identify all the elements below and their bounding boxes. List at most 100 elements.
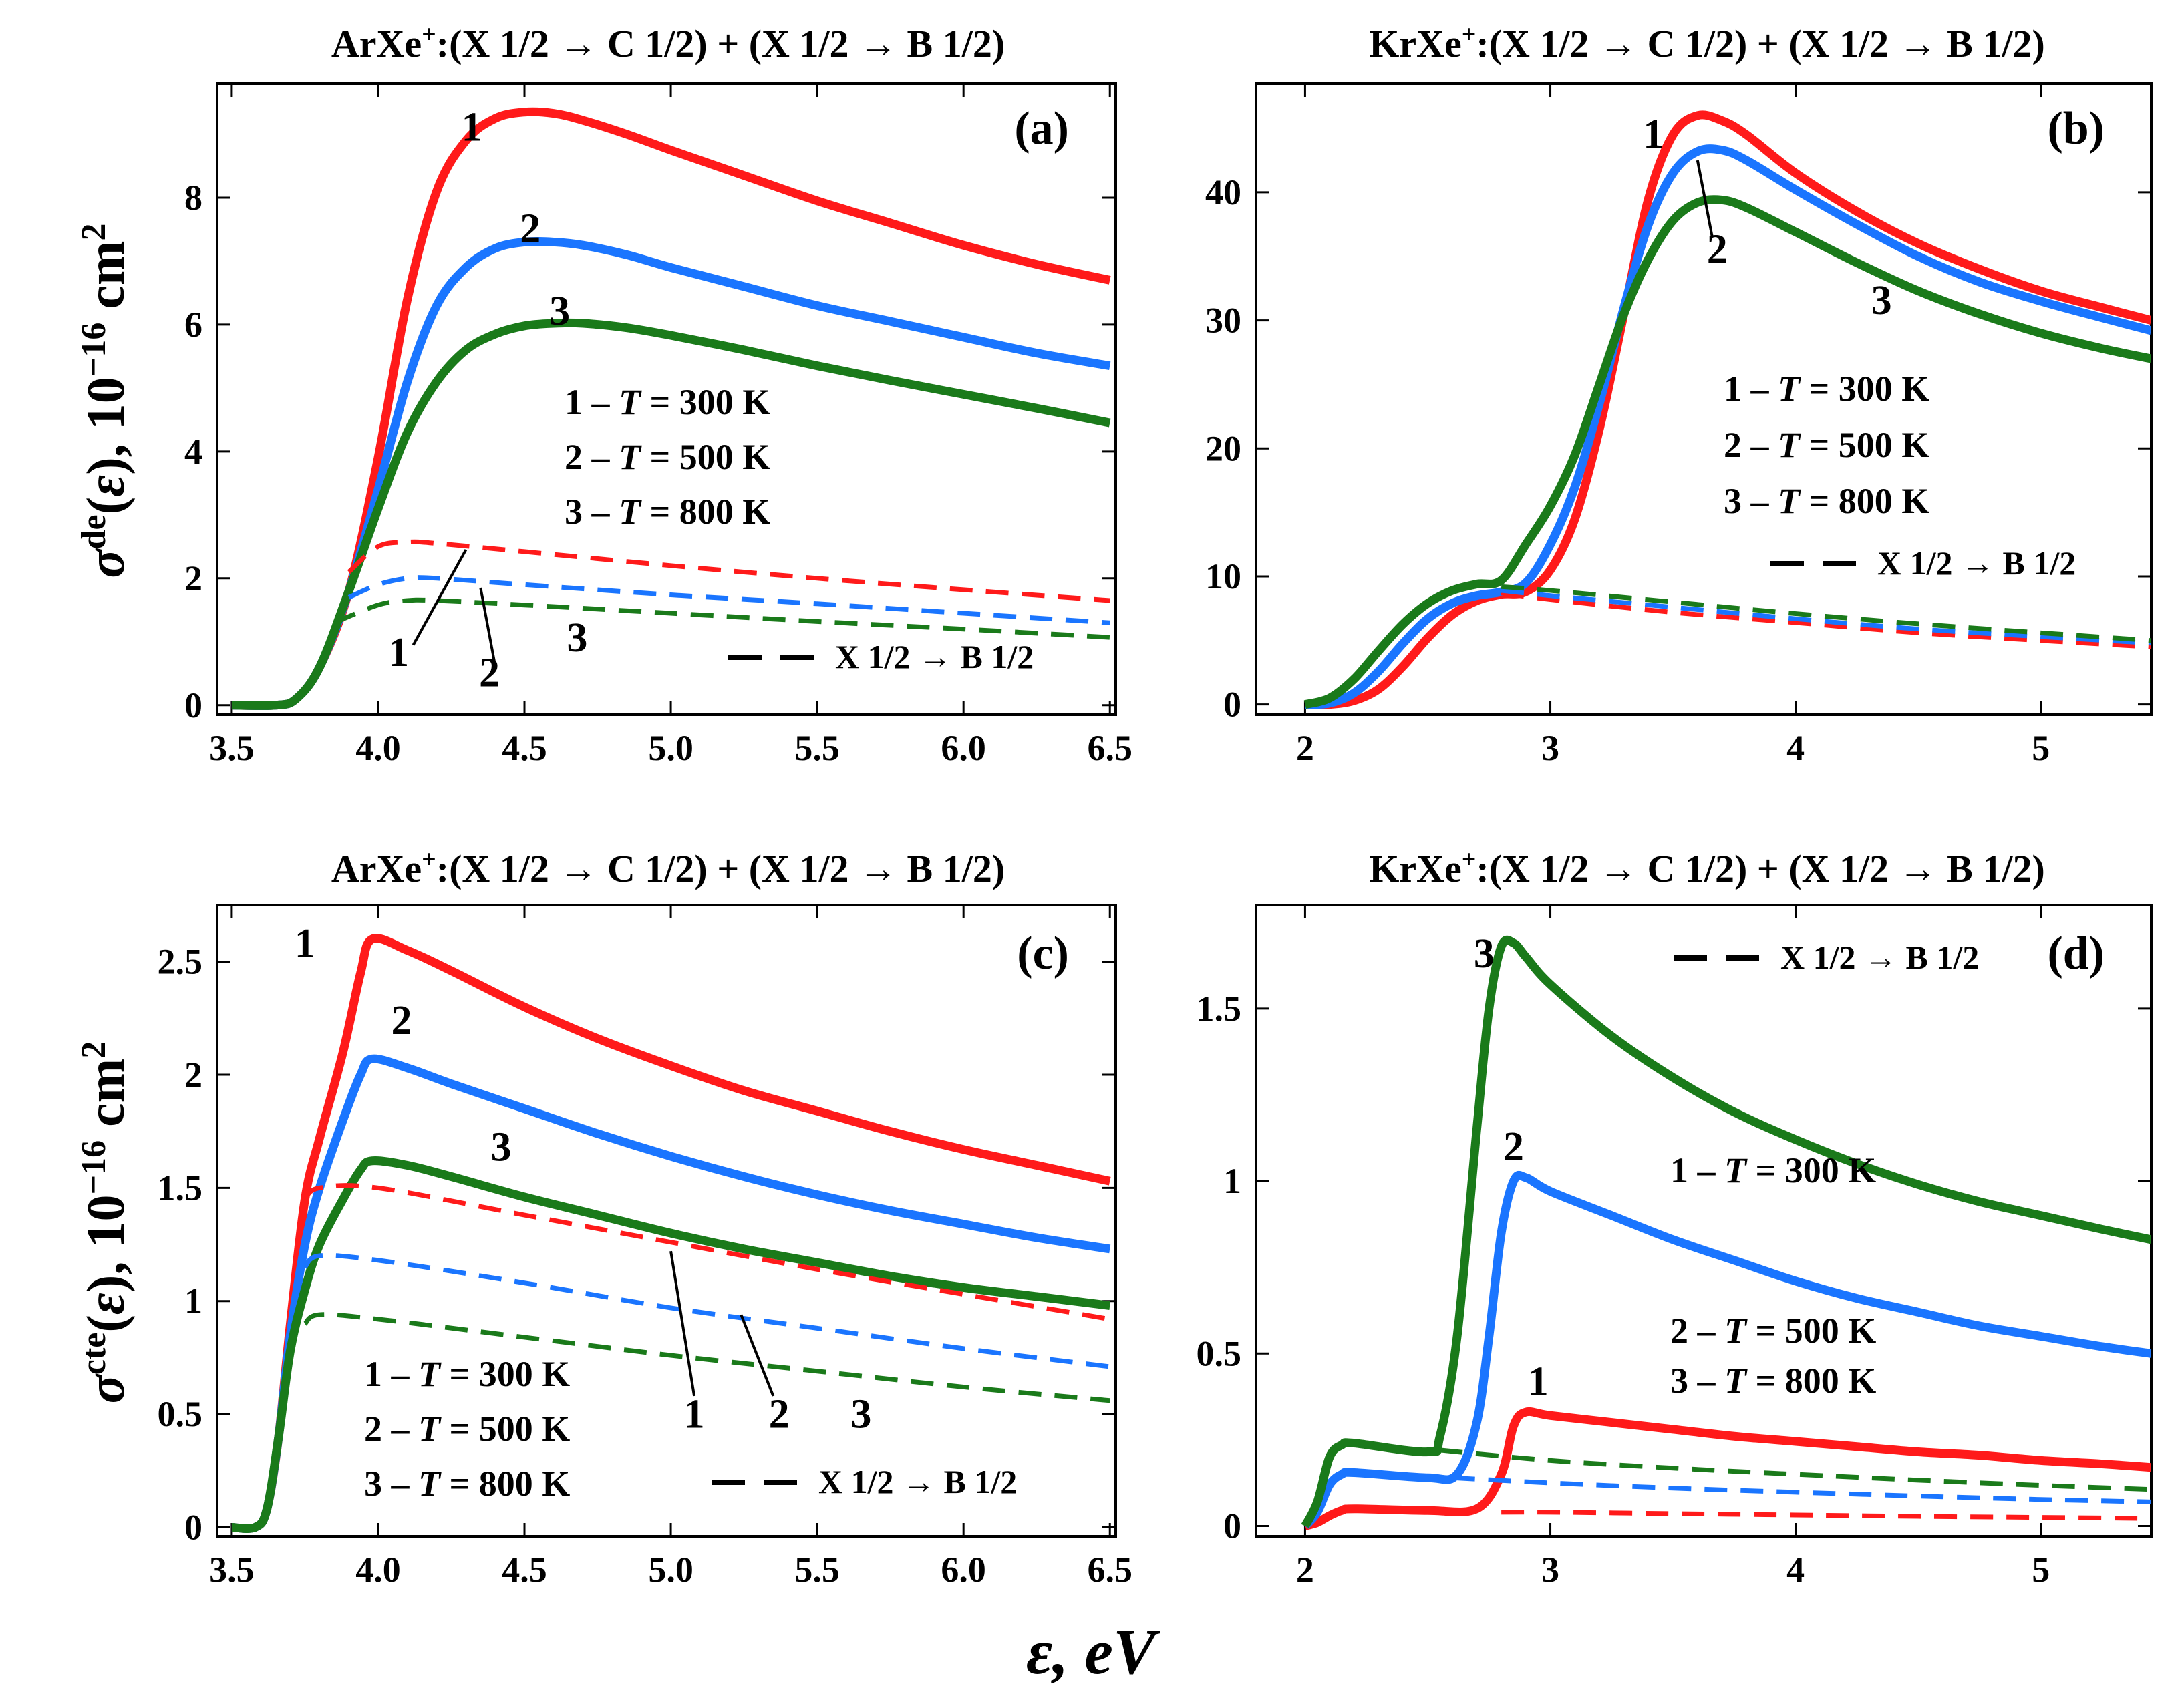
y-axis-label-de: σde(ε), 10−16 cm2 xyxy=(75,223,136,578)
x-tick-label: 5.5 xyxy=(794,1550,840,1590)
dashed-series-blue xyxy=(1501,588,2151,646)
curve-number-label: 2 xyxy=(769,1391,790,1437)
leader-line xyxy=(669,1250,696,1397)
y-axis-label-de-text: σde(ε), 10−16 cm2 xyxy=(75,223,136,578)
curve-number-label: 2 xyxy=(520,206,540,251)
curve-number-label: 1 xyxy=(1643,112,1664,157)
x-tick-label: 4.5 xyxy=(502,728,547,768)
y-tick-label: 1 xyxy=(184,1281,202,1321)
curve-number-label: 2 xyxy=(1503,1124,1524,1170)
temperature-legend-entry: 1 – T = 300 K xyxy=(364,1354,570,1394)
plot-frame xyxy=(216,82,1117,716)
curve-number-label: 3 xyxy=(1474,931,1495,977)
temperature-legend-entry: 3 – T = 800 K xyxy=(1724,481,1929,521)
dashed-series-blue xyxy=(1452,1475,2151,1504)
x-tick-label: 5 xyxy=(2032,1550,2050,1590)
x-tick-label: 5.0 xyxy=(648,728,693,768)
leader-line xyxy=(479,587,497,667)
leader-line xyxy=(740,1314,775,1397)
temperature-legend-entry: 2 – T = 500 K xyxy=(1670,1311,1876,1351)
y-tick-label: 1.5 xyxy=(158,1168,203,1208)
x-tick-label: 5.0 xyxy=(648,1550,693,1590)
x-tick-label: 6.0 xyxy=(941,728,986,768)
plot-frame xyxy=(216,904,1117,1538)
panel-title: ArXe+:(X 1/2 → C 1/2) + (X 1/2 → B 1/2) xyxy=(331,846,1005,890)
y-tick-label: 0.5 xyxy=(1197,1333,1242,1373)
temperature-legend-entry: 3 – T = 800 K xyxy=(565,492,770,532)
x-tick-label: 3 xyxy=(1541,728,1559,768)
x-tick-label: 2 xyxy=(1296,728,1314,768)
x-tick-label: 3.5 xyxy=(209,1550,255,1590)
dashed-series-red xyxy=(347,539,1110,603)
curve-number-label: 1 xyxy=(1528,1359,1549,1404)
curve-number-label: 3 xyxy=(567,615,587,661)
panel-title: ArXe+:(X 1/2 → C 1/2) + (X 1/2 → B 1/2) xyxy=(331,21,1005,65)
x-tick-label: 6.5 xyxy=(1087,728,1132,768)
curve-number-label: 2 xyxy=(1707,226,1728,272)
y-tick-label: 2.5 xyxy=(158,942,203,982)
y-axis-label-cte: σcte(ε), 10−16 cm2 xyxy=(75,1041,136,1404)
dash-legend-label: X 1/2 → B 1/2 xyxy=(1780,938,1979,976)
x-tick-label: 6.0 xyxy=(941,1550,986,1590)
y-tick-label: 6 xyxy=(184,305,202,345)
dashed-series-red xyxy=(1501,1510,2151,1521)
panel-b: KrXe+:(X 1/2 → C 1/2) + (X 1/2 → B 1/2) 2… xyxy=(1205,21,2153,768)
plot-frame xyxy=(1255,82,2153,716)
x-tick-label: 4.0 xyxy=(355,1550,401,1590)
temperature-legend-entry: 2 – T = 500 K xyxy=(364,1409,570,1449)
dashed-series-red xyxy=(303,1183,1110,1322)
series-blue xyxy=(1301,1170,2151,1530)
y-tick-label: 1 xyxy=(1223,1161,1241,1201)
x-tick-label: 4.5 xyxy=(502,1550,547,1590)
y-tick-label: 20 xyxy=(1205,428,1241,468)
y-tick-label: 0 xyxy=(184,685,202,725)
curve-number-label: 1 xyxy=(295,921,315,967)
temperature-legend-entry: 1 – T = 300 K xyxy=(1670,1150,1876,1190)
panel-title: KrXe+:(X 1/2 → C 1/2) + (X 1/2 → B 1/2) xyxy=(1369,846,2045,890)
x-tick-label: 5.5 xyxy=(794,728,840,768)
y-tick-label: 0.5 xyxy=(158,1394,203,1434)
y-tick-label: 1.5 xyxy=(1197,989,1242,1029)
dashed-series-red xyxy=(1501,590,2151,649)
dashed-series-blue xyxy=(303,1252,1110,1369)
dash-legend-label: X 1/2 → B 1/2 xyxy=(835,638,1034,675)
dashed-series-green xyxy=(1440,1447,2151,1492)
panel-c: ArXe+:(X 1/2 → C 1/2) + (X 1/2 → B 1/2) 3… xyxy=(158,846,1132,1590)
panel-label: (d) xyxy=(2047,928,2105,979)
curve-number-label: 3 xyxy=(1871,278,1892,323)
leader-line xyxy=(412,549,468,646)
series-green xyxy=(1301,935,2151,1528)
y-tick-label: 4 xyxy=(184,432,202,472)
panel-a: ArXe+:(X 1/2 → C 1/2) + (X 1/2 → B 1/2) 3… xyxy=(184,21,1132,768)
y-tick-label: 30 xyxy=(1205,301,1241,341)
y-tick-label: 0 xyxy=(184,1507,202,1547)
curve-number-label: 2 xyxy=(479,650,500,695)
curve-number-label: 1 xyxy=(684,1391,705,1437)
temperature-legend-entry: 3 – T = 800 K xyxy=(364,1464,570,1504)
y-axis-label-cte-text: σcte(ε), 10−16 cm2 xyxy=(75,1041,136,1404)
temperature-legend-entry: 1 – T = 300 K xyxy=(1724,369,1929,409)
y-tick-label: 0 xyxy=(1223,685,1241,725)
panel-label: (c) xyxy=(1017,928,1069,979)
dash-legend-label: X 1/2 → B 1/2 xyxy=(818,1463,1017,1500)
temperature-legend-entry: 3 – T = 800 K xyxy=(1670,1361,1876,1401)
series-green xyxy=(1303,195,2151,709)
y-tick-label: 10 xyxy=(1205,556,1241,596)
y-tick-label: 2 xyxy=(184,558,202,599)
y-tick-label: 2 xyxy=(184,1055,202,1095)
panel-d: KrXe+:(X 1/2 → C 1/2) + (X 1/2 → B 1/2) 2… xyxy=(1197,846,2153,1590)
x-tick-label: 3 xyxy=(1541,1550,1559,1590)
panel-label: (a) xyxy=(1014,103,1069,154)
x-tick-label: 4.0 xyxy=(355,728,401,768)
temperature-legend-entry: 2 – T = 500 K xyxy=(565,437,770,477)
x-tick-label: 3.5 xyxy=(209,728,255,768)
curve-number-label: 3 xyxy=(850,1391,871,1437)
x-tick-label: 2 xyxy=(1296,1550,1314,1590)
temperature-legend-entry: 1 – T = 300 K xyxy=(565,382,770,422)
series-red xyxy=(1303,1407,2151,1530)
curve-number-label: 1 xyxy=(388,630,409,675)
x-tick-label: 4 xyxy=(1786,728,1805,768)
series-green xyxy=(231,1156,1111,1533)
curve-number-label: 2 xyxy=(392,998,412,1043)
